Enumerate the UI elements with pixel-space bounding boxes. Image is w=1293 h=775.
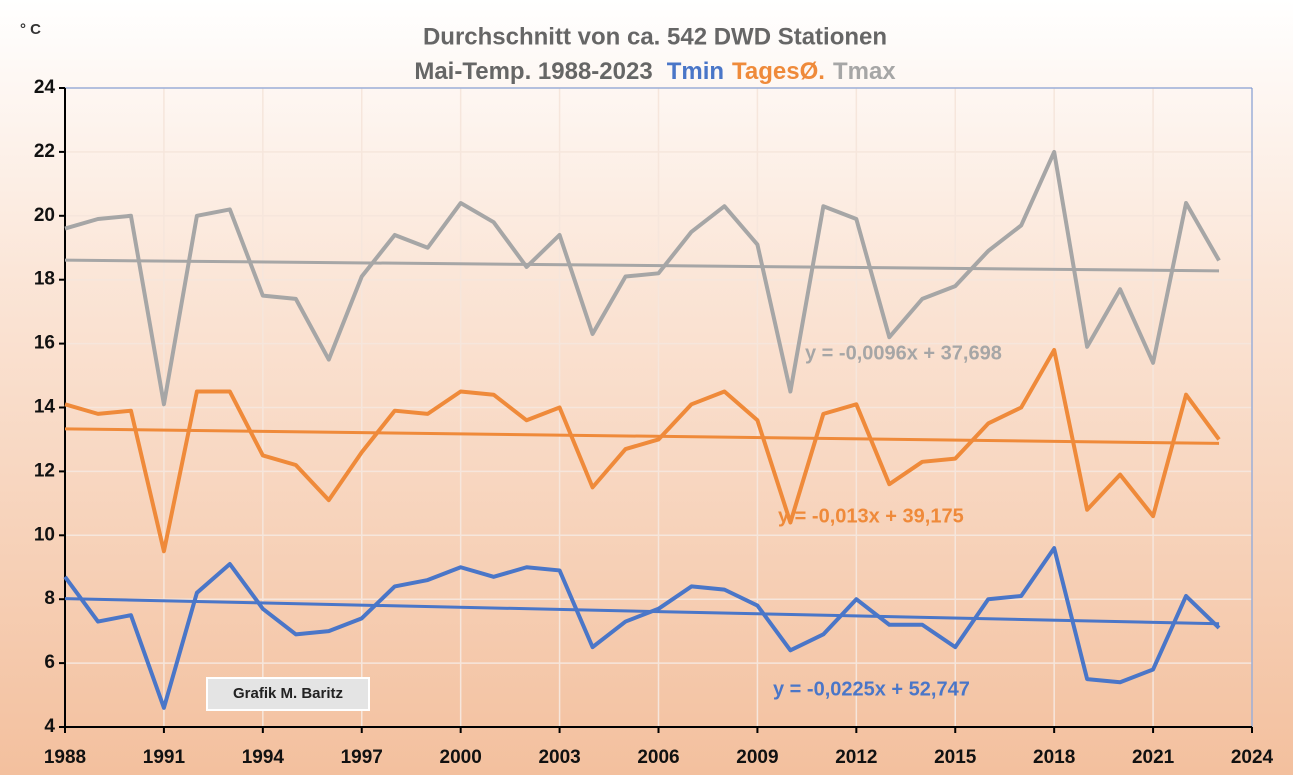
chart-title: Durchschnitt von ca. 542 DWD Stationen	[423, 23, 887, 50]
x-tick-label: 1988	[44, 747, 86, 768]
x-tick-label: 2000	[440, 747, 482, 768]
y-tick-label: 20	[34, 205, 55, 226]
x-tick-label: 2021	[1132, 747, 1175, 768]
y-tick-label: 8	[44, 588, 55, 609]
data-line	[64, 347, 1221, 554]
x-tick-label: 2006	[637, 747, 679, 768]
x-tick-label: 2015	[934, 747, 977, 768]
trend-line	[64, 258, 1220, 273]
data-line	[63, 546, 1221, 710]
trend-line	[64, 427, 1220, 445]
y-unit: ° C	[20, 21, 41, 38]
y-tick-label: 4	[44, 716, 55, 737]
y-tick-label: 10	[34, 524, 55, 545]
y-tick-label: 12	[34, 460, 55, 481]
chart-subtitle: Mai-Temp. 1988-2023 Tmin TagesØ. Tmax	[414, 58, 896, 85]
x-tick-label: 1994	[242, 747, 285, 768]
y-tick-label: 18	[34, 269, 55, 290]
x-tick-label: 2009	[736, 747, 778, 768]
y-tick-label: 16	[34, 333, 55, 354]
trend-equation: y = -0,0225x + 52,747	[773, 678, 970, 700]
x-tick-label: 2024	[1231, 747, 1274, 768]
x-tick-label: 2012	[835, 747, 877, 768]
trend-equation: y = -0,0096x + 37,698	[805, 342, 1002, 364]
data-line	[64, 149, 1221, 407]
legend-entry: Tmax	[833, 58, 896, 85]
y-tick-label: 6	[44, 652, 55, 673]
annotation-box	[206, 677, 370, 711]
annotation: Grafik M. Baritz	[233, 685, 343, 702]
x-tick-label: 1997	[341, 747, 383, 768]
y-tick-label: 14	[34, 397, 56, 418]
y-tick-label: 24	[34, 77, 56, 98]
trend-equation: y = -0,013x + 39,175	[778, 505, 964, 527]
legend-entry: TagesØ.	[732, 58, 825, 85]
y-tick-label: 22	[34, 141, 55, 162]
subtitle-text: Mai-Temp. 1988-2023	[414, 58, 652, 85]
legend-entry: Tmin	[667, 58, 724, 85]
x-tick-label: 1991	[143, 747, 186, 768]
x-tick-label: 2003	[538, 747, 580, 768]
x-tick-label: 2018	[1033, 747, 1075, 768]
